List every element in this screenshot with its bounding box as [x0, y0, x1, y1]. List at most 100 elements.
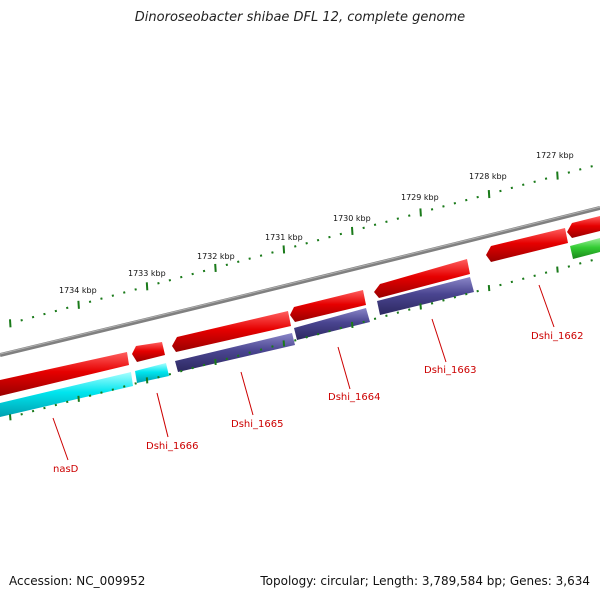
genome-stats-text: Topology: circular; Length: 3,789,584 bp… [260, 574, 590, 588]
tick-label-1731: 1731 kbp [265, 233, 303, 242]
tick-mark-outer [419, 208, 422, 217]
cds-forward-next[interactable] [567, 216, 600, 238]
tick-mark-outer [305, 242, 308, 245]
tick-mark-outer [180, 275, 183, 279]
tick-mark-outer [294, 245, 297, 248]
leader-nasD [52, 417, 69, 461]
tick-mark-inner [134, 382, 137, 385]
tick-mark-inner [214, 358, 217, 365]
tick-mark-inner [191, 366, 194, 370]
tick-mark-outer [282, 245, 286, 254]
tick-mark-inner [54, 403, 58, 407]
tick-mark-inner [453, 296, 457, 299]
tick-mark-inner [77, 395, 80, 402]
cds-forward-dshi-1662[interactable] [486, 228, 568, 262]
tick-mark-outer [373, 223, 377, 227]
cds-reverse-dshi-1664[interactable] [294, 308, 370, 340]
cds-forward-dshi-1663[interactable] [374, 259, 470, 298]
gene-label-dshi-1664: Dshi_1664 [328, 392, 380, 403]
tick-mark-inner [282, 340, 286, 347]
tick-mark-outer [499, 189, 502, 193]
tick-mark-inner [305, 336, 308, 339]
tick-mark-inner [237, 354, 240, 357]
tick-mark-inner [328, 329, 331, 333]
tick-mark-inner [579, 262, 582, 265]
tick-mark-inner [271, 345, 274, 348]
tick-label-1727: 1727 kbp [536, 151, 574, 160]
tick-mark-outer [442, 205, 445, 208]
tick-mark-outer [157, 282, 160, 285]
gene-label-nasD: nasD [53, 464, 79, 475]
cds-forward-dshi-1666[interactable] [132, 342, 165, 362]
tick-mark-outer [123, 291, 126, 294]
tick-mark-inner [145, 377, 149, 384]
cds-reverse-dshi-1666[interactable] [135, 363, 169, 383]
tick-mark-outer [487, 189, 491, 199]
tick-mark-outer [88, 300, 92, 303]
tick-mark-outer [248, 257, 251, 260]
tick-mark-inner [373, 317, 377, 321]
tick-mark-inner [385, 314, 388, 317]
tick-mark-inner [487, 284, 491, 292]
tick-mark-inner [31, 409, 35, 413]
genome-backbone [0, 206, 600, 357]
gene-label-dshi-1662: Dshi_1662 [531, 331, 583, 342]
tick-mark-inner [499, 283, 502, 287]
leader-dshi-1663 [431, 318, 447, 363]
tick-marks-outer [9, 165, 593, 328]
cds-reverse-nasD[interactable] [0, 372, 133, 417]
tick-mark-outer [111, 294, 115, 297]
tick-mark-outer [145, 282, 149, 291]
tick-mark-outer [556, 171, 559, 180]
cds-reverse-dshi-1665[interactable] [175, 333, 295, 372]
tick-mark-inner [362, 320, 365, 324]
gene-label-dshi-1666: Dshi_1666 [146, 441, 198, 452]
tick-mark-inner [316, 332, 320, 336]
tick-mark-outer [567, 171, 571, 174]
cds-forward-nasD[interactable] [0, 352, 129, 396]
cds-reverse-dshi-1663[interactable] [377, 277, 474, 315]
tick-mark-inner [430, 302, 434, 305]
tick-mark-inner [225, 357, 229, 361]
tick-mark-inner [294, 339, 297, 342]
tick-mark-outer [351, 226, 354, 236]
tick-mark-outer [362, 226, 365, 230]
tick-label-1729: 1729 kbp [401, 193, 439, 202]
tick-mark-outer [168, 278, 172, 282]
tick-label-1733: 1733 kbp [128, 269, 166, 278]
tick-mark-outer [259, 254, 263, 257]
tick-mark-inner [157, 376, 160, 379]
tick-mark-outer [134, 288, 137, 291]
tick-mark-inner [9, 414, 12, 421]
tick-mark-outer [43, 312, 46, 316]
tick-mark-outer [66, 306, 69, 310]
tick-label-1730: 1730 kbp [333, 214, 371, 223]
tick-mark-outer [579, 168, 582, 171]
tick-mark-outer [214, 263, 217, 272]
cds-forward-dshi-1664[interactable] [290, 290, 366, 322]
tick-mark-outer [271, 251, 274, 254]
tick-mark-outer [328, 235, 331, 239]
tick-mark-outer [77, 300, 80, 309]
tick-mark-outer [476, 195, 479, 199]
tick-mark-outer [202, 269, 206, 273]
cds-forward-dshi-1665[interactable] [172, 311, 291, 352]
tick-mark-inner [66, 400, 69, 404]
tick-mark-outer [544, 177, 548, 180]
tick-mark-inner [20, 412, 23, 416]
rna-reverse[interactable] [570, 238, 600, 259]
gene-label-dshi-1663: Dshi_1663 [424, 365, 476, 376]
leader-dshi-1662 [538, 284, 555, 328]
tick-label-1732: 1732 kbp [197, 252, 235, 261]
tick-mark-inner [111, 388, 115, 391]
tick-mark-outer [396, 217, 400, 220]
tick-marks-inner [9, 259, 593, 421]
tick-mark-inner [202, 363, 206, 367]
tick-mark-inner [396, 311, 400, 314]
tick-mark-outer [385, 220, 388, 223]
tick-mark-inner [168, 372, 172, 376]
tick-mark-outer [31, 315, 35, 319]
tick-mark-inner [339, 326, 343, 330]
gene-label-dshi-1665: Dshi_1665 [231, 419, 283, 430]
leader-dshi-1666 [156, 392, 169, 438]
